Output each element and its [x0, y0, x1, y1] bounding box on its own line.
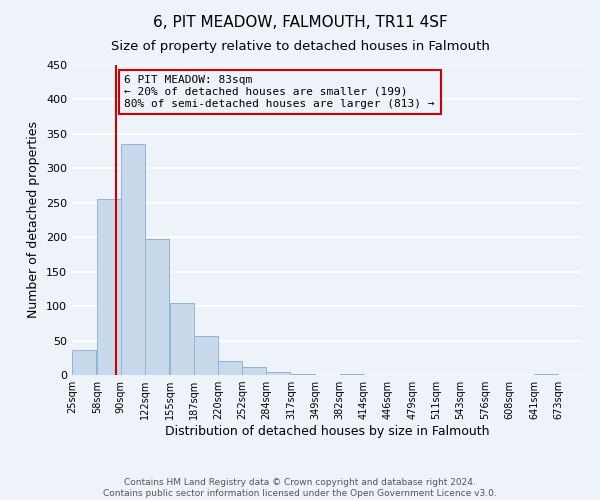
Text: 6, PIT MEADOW, FALMOUTH, TR11 4SF: 6, PIT MEADOW, FALMOUTH, TR11 4SF	[152, 15, 448, 30]
Bar	[170, 302, 193, 375]
Y-axis label: Number of detached properties: Number of detached properties	[28, 122, 40, 318]
Bar	[72, 350, 96, 375]
Bar	[145, 240, 169, 375]
Text: 6 PIT MEADOW: 83sqm
← 20% of detached houses are smaller (199)
80% of semi-detac: 6 PIT MEADOW: 83sqm ← 20% of detached ho…	[125, 76, 435, 108]
Bar	[121, 144, 145, 375]
Bar	[340, 374, 364, 375]
Bar	[291, 374, 315, 375]
Bar	[97, 200, 121, 375]
Bar	[534, 374, 558, 375]
Text: Contains HM Land Registry data © Crown copyright and database right 2024.
Contai: Contains HM Land Registry data © Crown c…	[103, 478, 497, 498]
Text: Size of property relative to detached houses in Falmouth: Size of property relative to detached ho…	[110, 40, 490, 53]
Bar	[193, 336, 218, 375]
Bar	[266, 372, 290, 375]
Bar	[218, 361, 242, 375]
Bar	[242, 368, 266, 375]
X-axis label: Distribution of detached houses by size in Falmouth: Distribution of detached houses by size …	[165, 425, 489, 438]
